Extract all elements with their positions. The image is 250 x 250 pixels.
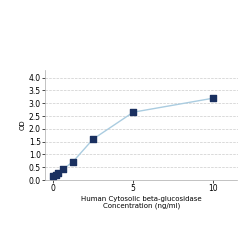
Point xyxy=(131,110,135,114)
Point xyxy=(71,160,75,164)
X-axis label: Human Cytosolic beta-glucosidase
Concentration (ng/ml): Human Cytosolic beta-glucosidase Concent… xyxy=(81,196,202,209)
Point xyxy=(56,171,60,175)
Point xyxy=(61,167,65,171)
Y-axis label: OD: OD xyxy=(20,120,26,130)
Point xyxy=(91,137,95,141)
Point xyxy=(212,96,216,100)
Point xyxy=(54,173,58,177)
Point xyxy=(51,174,55,178)
